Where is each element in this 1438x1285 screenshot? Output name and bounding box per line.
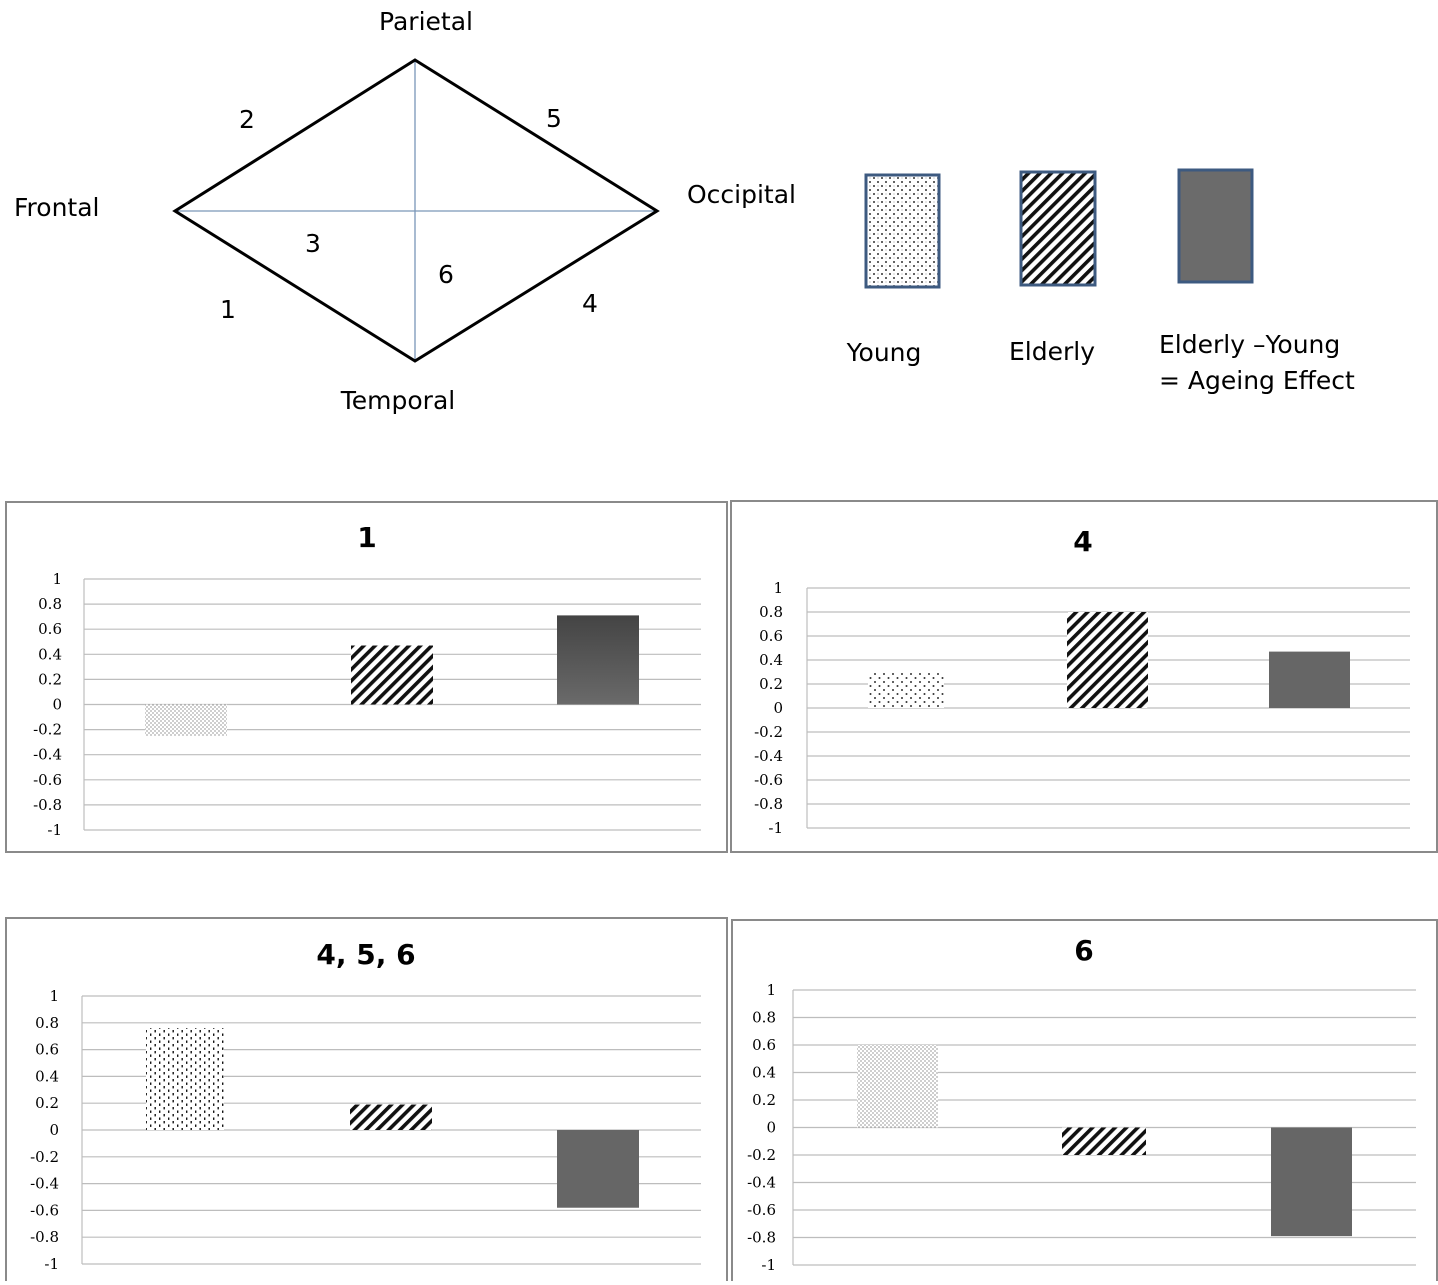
bar-young (145, 704, 227, 736)
edge-label-2: 2 (239, 105, 255, 134)
bar-elderly (1062, 1127, 1146, 1155)
legend-swatch-ageing-effect (1177, 168, 1254, 284)
y-tick-label: 0.6 (752, 1036, 776, 1054)
legend-swatch-young (864, 173, 941, 289)
y-tick-label: -0.8 (747, 1229, 776, 1247)
y-tick-label: -0.2 (754, 723, 783, 741)
y-tick-label: -1 (761, 1256, 776, 1274)
bar-elderly (350, 1104, 432, 1130)
bar-ageing-effect (1269, 651, 1350, 708)
vertex-label-parietal: Parietal (379, 7, 473, 36)
chart-title: 4, 5, 6 (316, 938, 415, 971)
chart-panel-4-5-6: 4, 5, 6 1 0.8 0.6 0.4 0.2 0 -0.2 -0.4 -0.6 -0.8 -1 (5, 917, 728, 1285)
chart-panel-4: 4 1 0.8 0.6 0.4 0.2 0 -0.2 -0.4 -0.6 -0.8 -1 (730, 500, 1438, 853)
y-tick-label: -0.8 (33, 796, 62, 814)
chart-panel-1: 1 1 0.8 0.6 0.4 0.2 0 -0.2 -0.4 -0.6 -0.8 -1 (5, 501, 728, 853)
y-tick-label: 0.4 (35, 1067, 59, 1085)
bar-ageing-effect (557, 1130, 639, 1208)
bar-elderly (351, 645, 433, 705)
y-tick-label: -0.6 (30, 1201, 59, 1219)
legend: Young Elderly Elderly –Young = Ageing Ef… (846, 168, 1355, 395)
vertex-label-occipital: Occipital (687, 180, 796, 209)
y-tick-label: 0.2 (752, 1091, 776, 1109)
chart-title: 4 (1073, 525, 1092, 558)
bar-ageing-effect (557, 615, 639, 705)
y-tick-label: 0.4 (752, 1064, 776, 1082)
bar-elderly (1067, 612, 1148, 708)
y-tick-label: 0.8 (759, 603, 783, 621)
y-tick-label: -0.4 (747, 1174, 776, 1192)
panel-border (5, 917, 728, 1285)
y-tick-label: -0.8 (754, 795, 783, 813)
y-tick-label: -1 (44, 1255, 59, 1273)
edge-label-6: 6 (438, 260, 454, 289)
y-tick-label: 0.8 (752, 1009, 776, 1027)
diamond-outline (172, 58, 660, 363)
chart-title: 1 (357, 521, 376, 554)
y-tick-label: -0.4 (754, 747, 783, 765)
y-tick-label: -0.2 (33, 721, 62, 739)
chart-panel-6: 6 1 0.8 0.6 0.4 0.2 0 -0.2 -0.4 -0.6 -0.8 -1 (731, 919, 1438, 1285)
y-tick-label: 1 (766, 981, 776, 999)
bar-young (857, 1045, 938, 1128)
legend-swatch-elderly (1019, 170, 1097, 287)
y-tick-label: 1 (52, 570, 62, 588)
chart-title: 6 (1074, 934, 1093, 967)
y-tick-label: 0 (766, 1119, 776, 1137)
legend-label-young: Young (846, 338, 922, 367)
bar-young (868, 672, 944, 708)
edge-label-1: 1 (220, 295, 236, 324)
y-tick-label: -0.4 (33, 746, 62, 764)
y-tick-label: -0.6 (33, 771, 62, 789)
y-tick-label: 0 (773, 699, 783, 717)
y-tick-label: 1 (49, 987, 59, 1005)
y-tick-label: 0 (49, 1121, 59, 1139)
y-tick-label: 0.6 (759, 627, 783, 645)
y-tick-label: 1 (773, 579, 783, 597)
y-tick-label: -1 (768, 819, 783, 837)
y-tick-label: -0.4 (30, 1175, 59, 1193)
brain-region-diagram: Parietal Frontal Occipital Temporal 1 2 … (14, 7, 796, 415)
y-tick-label: 0.8 (38, 595, 62, 613)
y-tick-label: 0.6 (38, 620, 62, 638)
edge-label-3: 3 (305, 229, 321, 258)
vertex-label-temporal: Temporal (340, 386, 455, 415)
y-tick-label: 0.4 (759, 651, 783, 669)
bar-ageing-effect (1271, 1127, 1352, 1237)
legend-label-ageing-effect-line2: = Ageing Effect (1159, 366, 1355, 395)
y-tick-label: -0.6 (754, 771, 783, 789)
y-tick-label: 0.2 (35, 1094, 59, 1112)
legend-label-elderly: Elderly (1009, 337, 1095, 366)
y-tick-label: 0.8 (35, 1014, 59, 1032)
y-tick-label: -0.8 (30, 1228, 59, 1246)
y-tick-label: -1 (47, 821, 62, 839)
legend-label-ageing-effect-line1: Elderly –Young (1159, 330, 1340, 359)
y-tick-label: 0.2 (38, 670, 62, 688)
y-tick-label: 0.2 (759, 675, 783, 693)
y-tick-label: 0.4 (38, 645, 62, 663)
edge-label-5: 5 (546, 104, 562, 133)
bar-young (146, 1028, 224, 1130)
edge-label-4: 4 (582, 289, 598, 318)
y-tick-label: -0.2 (30, 1148, 59, 1166)
y-tick-label: 0.6 (35, 1041, 59, 1059)
y-tick-label: -0.6 (747, 1201, 776, 1219)
vertex-label-frontal: Frontal (14, 193, 100, 222)
y-tick-label: 0 (52, 696, 62, 714)
y-tick-label: -0.2 (747, 1146, 776, 1164)
